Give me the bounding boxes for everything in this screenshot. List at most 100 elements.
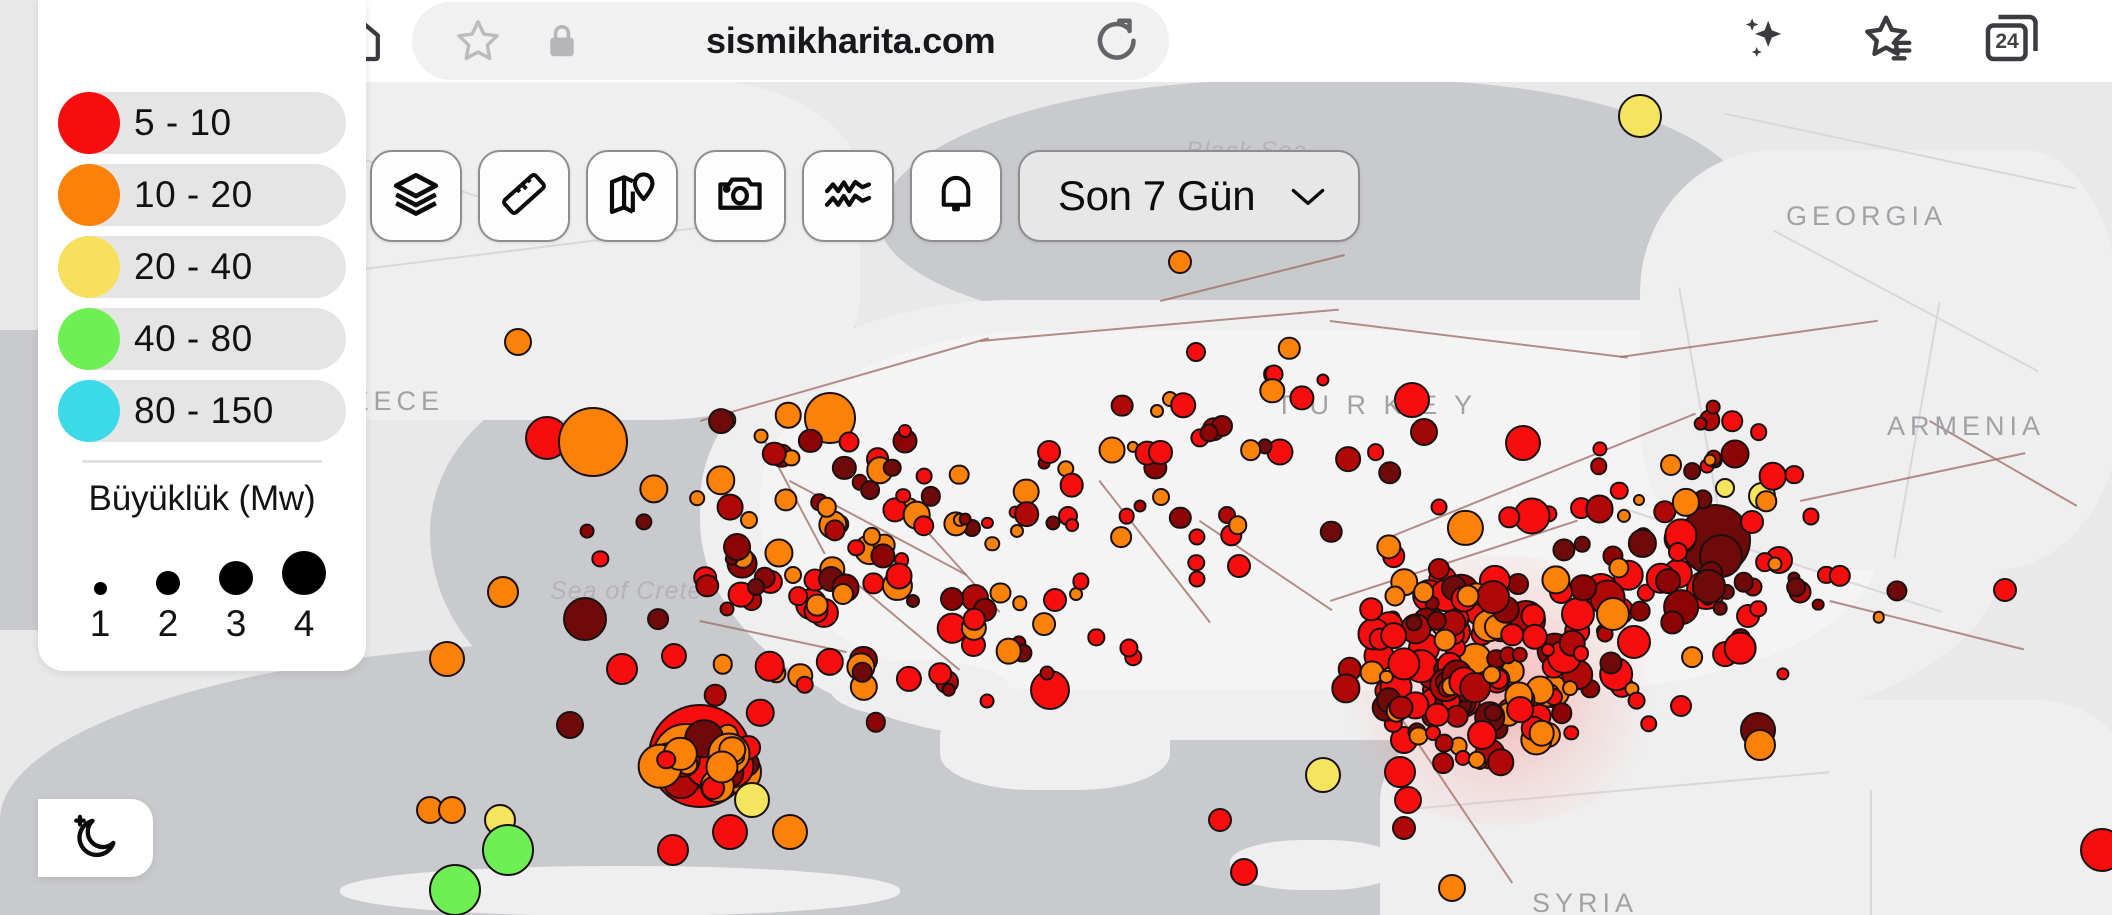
earthquake-marker[interactable] (1433, 628, 1457, 652)
earthquake-marker[interactable] (995, 637, 1022, 665)
earthquake-marker[interactable] (1434, 733, 1454, 753)
earthquake-marker[interactable] (638, 474, 669, 504)
earthquake-marker[interactable] (984, 535, 1000, 552)
earthquake-marker[interactable] (712, 814, 748, 850)
earthquake-marker[interactable] (1683, 462, 1702, 481)
earthquake-marker[interactable] (939, 586, 964, 611)
earthquake-marker[interactable] (1758, 462, 1787, 491)
earthquake-marker[interactable] (1886, 580, 1908, 602)
earthquake-marker[interactable] (1592, 441, 1608, 457)
earthquake-marker[interactable] (798, 428, 823, 453)
depth-legend-row[interactable]: 80 - 150 (58, 380, 346, 442)
earthquake-marker[interactable] (504, 328, 532, 356)
earthquake-marker[interactable] (1802, 507, 1820, 525)
earthquake-marker[interactable] (1640, 715, 1658, 733)
address-bar[interactable]: sismikharita.com (412, 2, 1170, 80)
earthquake-marker[interactable] (1227, 515, 1248, 535)
earthquake-marker[interactable] (1438, 874, 1466, 902)
earthquake-marker[interactable] (1513, 497, 1551, 535)
earthquake-marker[interactable] (941, 682, 956, 697)
earthquake-marker[interactable] (1045, 515, 1061, 531)
earthquake-marker[interactable] (838, 431, 860, 453)
earthquake-marker[interactable] (1505, 425, 1541, 461)
earthquake-marker[interactable] (689, 490, 706, 506)
earthquake-marker[interactable] (948, 464, 970, 485)
earthquake-marker[interactable] (1169, 506, 1192, 530)
earthquake-marker[interactable] (1667, 541, 1688, 562)
earthquake-marker[interactable] (1541, 565, 1571, 595)
earthquake-marker[interactable] (558, 407, 628, 477)
earthquake-marker[interactable] (1749, 600, 1768, 618)
earthquake-marker[interactable] (646, 608, 669, 631)
earthquake-marker[interactable] (1744, 729, 1776, 761)
earthquake-marker[interactable] (1133, 499, 1147, 513)
earthquake-marker[interactable] (1721, 410, 1744, 433)
earthquake-marker[interactable] (989, 582, 1012, 604)
earthquake-marker[interactable] (1540, 642, 1556, 658)
earthquake-marker[interactable] (746, 698, 775, 727)
depth-legend-row[interactable]: 40 - 80 (58, 308, 346, 370)
earthquake-marker[interactable] (1627, 691, 1646, 711)
earthquake-marker[interactable] (1379, 621, 1408, 650)
earthquake-marker[interactable] (1487, 748, 1515, 776)
earthquake-marker[interactable] (1660, 610, 1684, 634)
earthquake-marker[interactable] (1500, 623, 1525, 647)
earthquake-marker[interactable] (1569, 573, 1597, 602)
earthquake-marker[interactable] (1740, 510, 1764, 534)
earthquake-marker[interactable] (774, 488, 798, 512)
earthquake-marker[interactable] (1447, 510, 1484, 547)
earthquake-marker[interactable] (1633, 494, 1646, 507)
earthquake-marker[interactable] (1590, 457, 1608, 475)
earthquake-marker[interactable] (1335, 445, 1362, 472)
earthquake-marker[interactable] (1608, 557, 1630, 579)
earthquake-marker[interactable] (928, 661, 952, 686)
earthquake-marker[interactable] (1659, 453, 1682, 476)
earthquake-marker[interactable] (860, 480, 880, 501)
depth-legend-row[interactable]: 10 - 20 (58, 164, 346, 226)
earthquake-marker[interactable] (656, 749, 677, 770)
earthquake-marker[interactable] (1616, 509, 1631, 524)
earthquake-marker[interactable] (1552, 538, 1576, 562)
tabs-button[interactable]: 24 (1976, 5, 2048, 77)
earthquake-marker[interactable] (1872, 611, 1886, 624)
earthquake-marker[interactable] (815, 647, 844, 677)
seismogram-tool-button[interactable] (802, 150, 894, 242)
earthquake-marker[interactable] (1445, 705, 1469, 728)
ai-copilot-button[interactable] (1728, 5, 1800, 77)
earthquake-marker[interactable] (1467, 750, 1487, 769)
earthquake-marker[interactable] (1379, 669, 1394, 685)
earthquake-marker[interactable] (1670, 695, 1693, 718)
earthquake-marker[interactable] (1786, 577, 1806, 597)
earthquake-marker[interactable] (816, 497, 838, 518)
earthquake-marker[interactable] (1199, 423, 1219, 443)
earthquake-marker[interactable] (723, 532, 752, 561)
earthquake-marker[interactable] (1681, 646, 1704, 669)
earthquake-marker[interactable] (1671, 488, 1701, 517)
earthquake-marker[interactable] (438, 796, 466, 824)
earthquake-marker[interactable] (1087, 628, 1105, 646)
earthquake-marker[interactable] (1151, 487, 1170, 506)
earthquake-marker[interactable] (832, 582, 855, 605)
earthquake-marker[interactable] (579, 523, 595, 539)
earthquake-marker[interactable] (1289, 385, 1315, 411)
earthquake-marker[interactable] (1572, 645, 1589, 662)
earthquake-marker[interactable] (705, 750, 739, 784)
earthquake-marker[interactable] (1208, 808, 1232, 832)
earthquake-marker[interactable] (1110, 526, 1133, 549)
earthquake-marker[interactable] (482, 824, 534, 876)
earthquake-marker[interactable] (1811, 598, 1825, 612)
earthquake-marker[interactable] (1563, 725, 1579, 741)
earthquake-marker[interactable] (1431, 752, 1454, 775)
earthquake-marker[interactable] (795, 675, 814, 695)
earthquake-marker[interactable] (912, 515, 935, 537)
reload-button[interactable] (1087, 11, 1147, 71)
earthquake-marker[interactable] (1377, 461, 1402, 485)
earthquake-marker[interactable] (429, 864, 481, 915)
earthquake-marker[interactable] (1230, 858, 1258, 886)
earthquake-marker[interactable] (979, 693, 995, 709)
earthquake-marker[interactable] (753, 428, 769, 444)
bookmark-star-icon[interactable] (452, 15, 504, 67)
earthquake-marker[interactable] (1320, 520, 1343, 543)
earthquake-marker[interactable] (1012, 595, 1028, 611)
earthquake-marker[interactable] (1693, 416, 1709, 432)
